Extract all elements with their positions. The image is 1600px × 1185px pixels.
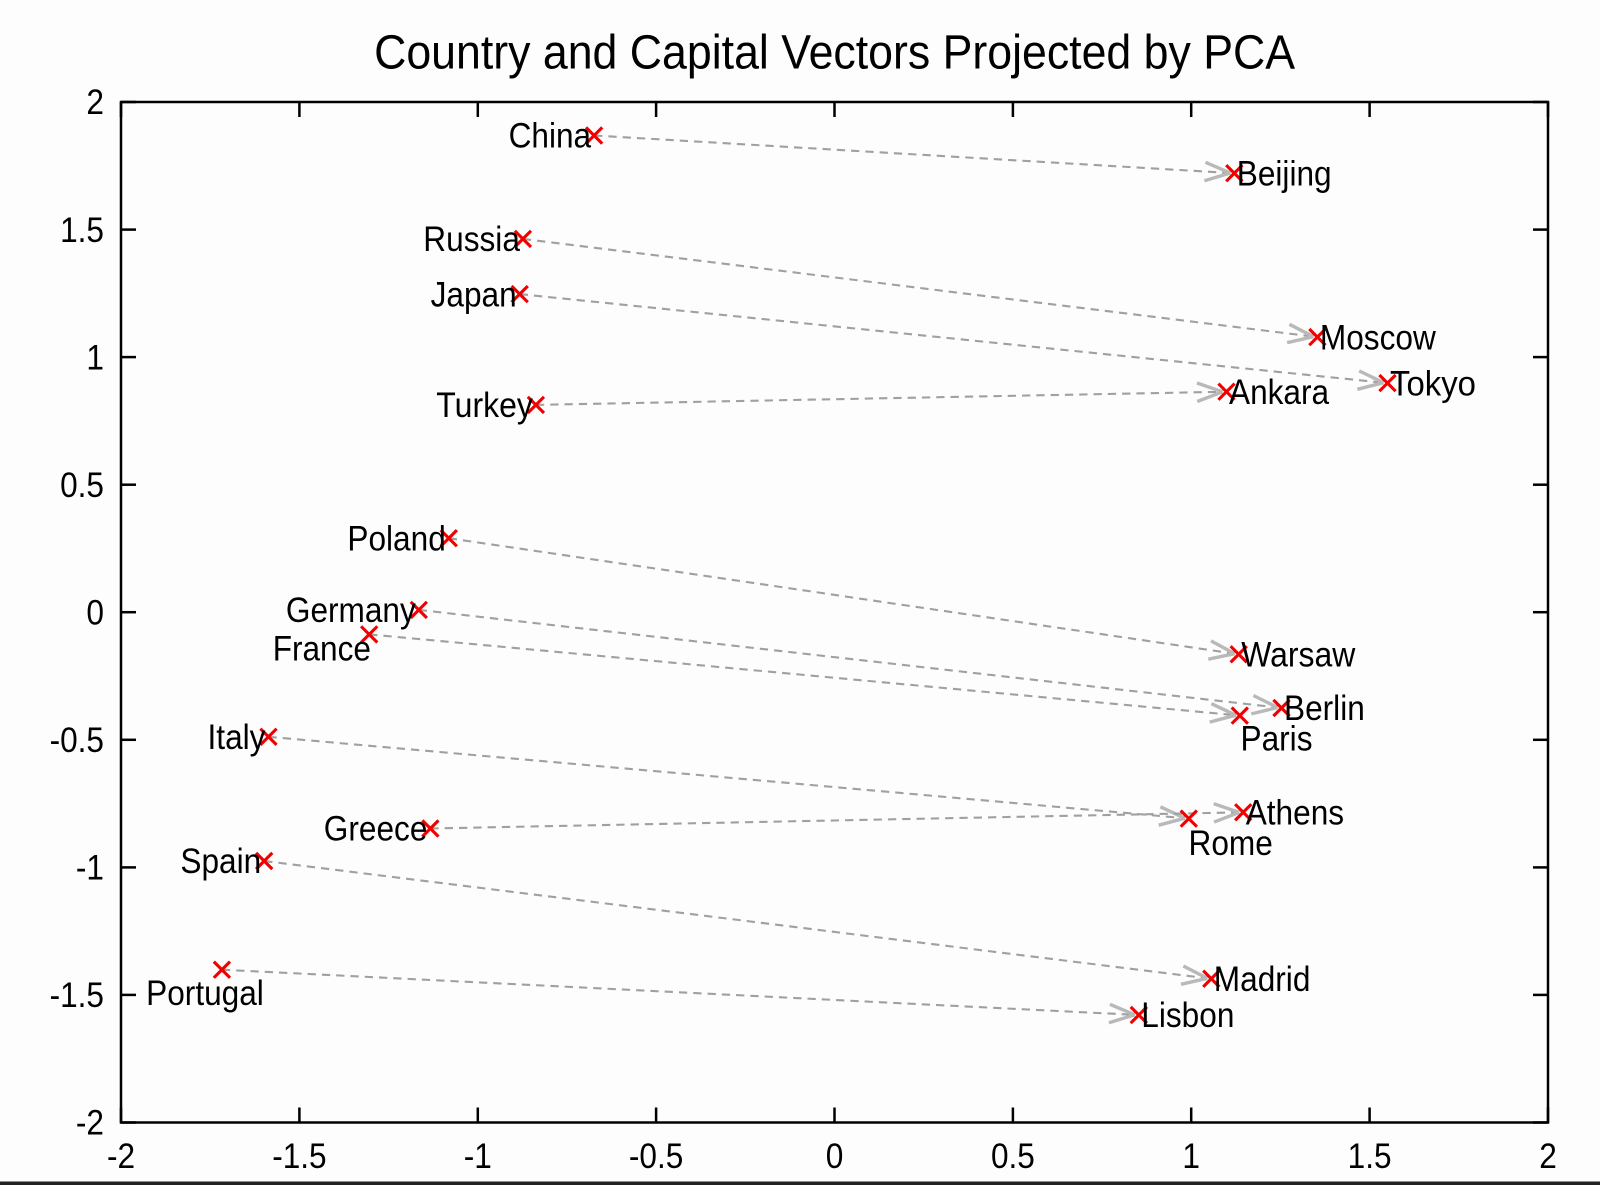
svg-text:-1: -1 <box>464 1136 492 1176</box>
svg-text:1: 1 <box>1182 1136 1200 1176</box>
svg-text:Ankara: Ankara <box>1229 372 1329 412</box>
svg-text:Russia: Russia <box>423 219 520 259</box>
svg-text:Germany: Germany <box>286 590 416 630</box>
svg-text:-2: -2 <box>76 1103 104 1143</box>
svg-text:Italy: Italy <box>208 717 266 757</box>
svg-text:Portugal: Portugal <box>146 973 264 1013</box>
svg-text:-1: -1 <box>76 848 104 888</box>
svg-text:Japan: Japan <box>431 274 517 314</box>
svg-text:-1.5: -1.5 <box>50 975 104 1015</box>
svg-text:Athens: Athens <box>1246 793 1344 833</box>
svg-text:-0.5: -0.5 <box>629 1136 683 1176</box>
svg-text:2: 2 <box>86 82 104 122</box>
svg-text:0: 0 <box>826 1136 844 1176</box>
svg-text:0: 0 <box>86 593 104 633</box>
svg-text:Moscow: Moscow <box>1320 317 1436 357</box>
svg-text:Spain: Spain <box>180 841 261 881</box>
svg-text:Paris: Paris <box>1241 719 1313 759</box>
svg-text:2: 2 <box>1539 1136 1557 1176</box>
svg-text:Berlin: Berlin <box>1284 688 1365 728</box>
svg-text:-1.5: -1.5 <box>272 1136 326 1176</box>
svg-text:Lisbon: Lisbon <box>1141 995 1234 1035</box>
svg-text:Warsaw: Warsaw <box>1241 635 1355 675</box>
svg-text:Poland: Poland <box>347 518 445 558</box>
svg-text:1.5: 1.5 <box>1348 1136 1392 1176</box>
svg-text:Turkey: Turkey <box>436 385 533 425</box>
svg-text:Greece: Greece <box>324 809 428 849</box>
svg-text:Beijing: Beijing <box>1237 153 1332 193</box>
svg-text:Madrid: Madrid <box>1214 959 1311 999</box>
svg-text:Tokyo: Tokyo <box>1390 363 1476 403</box>
svg-text:Country and Capital Vectors Pr: Country and Capital Vectors Projected by… <box>374 26 1296 80</box>
svg-text:Rome: Rome <box>1189 823 1273 863</box>
svg-text:0.5: 0.5 <box>60 465 104 505</box>
svg-text:-2: -2 <box>107 1136 135 1176</box>
svg-text:China: China <box>509 116 592 156</box>
svg-text:0.5: 0.5 <box>991 1136 1035 1176</box>
svg-text:France: France <box>273 629 371 669</box>
svg-text:1.5: 1.5 <box>60 210 104 250</box>
svg-text:1: 1 <box>86 337 104 377</box>
svg-text:-0.5: -0.5 <box>50 720 104 760</box>
